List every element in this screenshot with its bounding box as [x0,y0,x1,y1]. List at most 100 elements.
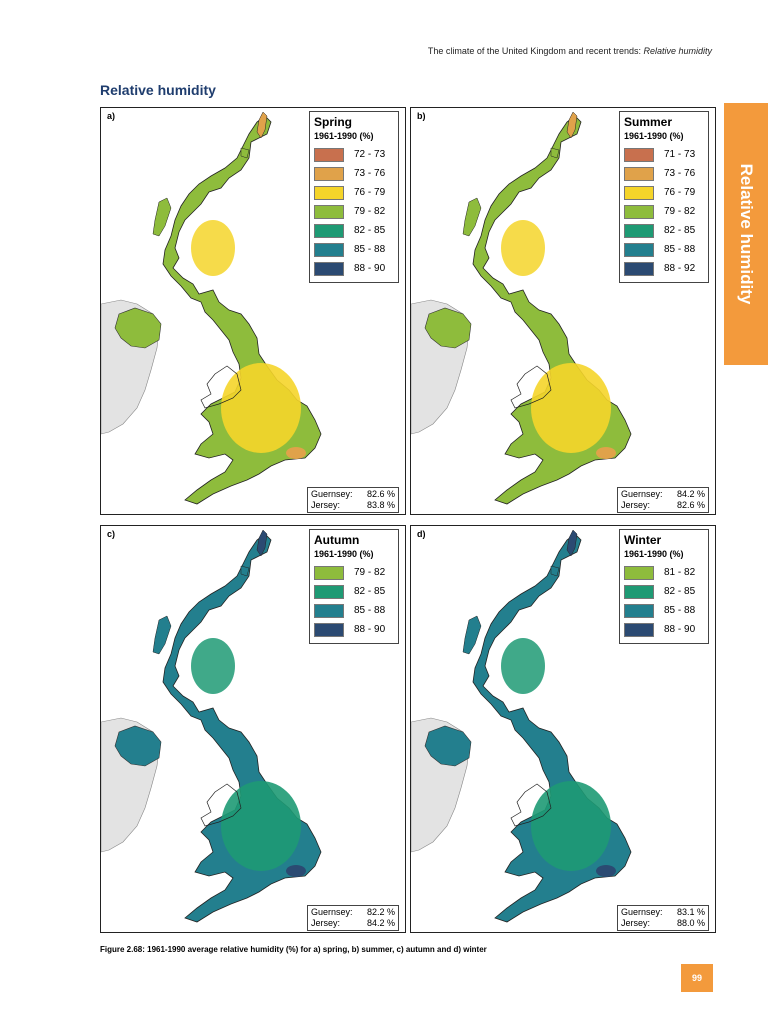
figure-caption: Figure 2.68: 1961-1990 average relative … [100,945,487,954]
legend-range: 88 - 92 [664,263,696,274]
legend-range: 76 - 79 [664,187,696,198]
legend-swatch [314,223,344,238]
guernsey-label: Guernsey: [621,907,663,917]
legend-swatch [314,204,344,219]
legend-row: 88 - 90 [624,620,704,639]
running-header: The climate of the United Kingdom and re… [427,46,712,56]
legend-row: 73 - 76 [314,164,394,183]
legend-range: 73 - 76 [664,168,696,179]
wales-border [200,365,242,409]
legend-swatch [624,204,654,219]
legend-swatch [624,242,654,257]
panel-label: c) [107,529,116,539]
page-number: 99 [681,964,713,992]
legend: Autumn 1961-1990 (%) 79 - 82 82 - 85 85 - 88… [309,529,399,644]
legend-swatch [624,565,654,580]
island-shape [550,565,560,577]
guernsey-label: Guernsey: [311,489,353,499]
legend-season: Spring [314,115,352,129]
legend-row: 88 - 90 [314,259,394,278]
legend-swatch [624,166,654,181]
uk-map [411,529,632,923]
island-shape [256,111,268,139]
map-panel-autumn: c) Autumn 1961-1990 (%) 79 - 82 82 - 85 85 - … [100,525,406,933]
guernsey-value: 84.2 % [676,489,705,499]
legend-range: 71 - 73 [664,149,696,160]
legend-swatch [624,185,654,200]
legend-row: 85 - 88 [314,240,394,259]
channel-islands-values: Guernsey: 82.2 % Jersey: 84.2 % [307,905,399,931]
panel-label: a) [107,111,116,121]
side-tab: Relative humidity [724,103,768,365]
legend-swatch [314,584,344,599]
northern-ireland-shape [424,725,472,767]
legend-range: 82 - 85 [354,586,386,597]
northern-ireland-shape [424,307,472,349]
guernsey-label: Guernsey: [621,489,663,499]
humidity-zone-london [596,447,616,459]
legend-range: 85 - 88 [354,605,386,616]
island-shape [462,615,482,655]
legend-row: 88 - 90 [314,620,394,639]
guernsey-row: Guernsey: 82.2 % [311,907,395,918]
legend-row: 81 - 82 [624,563,704,582]
legend-row: 72 - 73 [314,145,394,164]
legend-swatch [624,223,654,238]
legend-season: Summer [624,115,673,129]
jersey-value: 83.8 % [366,500,395,510]
legend-range: 79 - 82 [664,206,696,217]
legend-row: 82 - 85 [624,221,704,240]
legend-range: 79 - 82 [354,206,386,217]
island-shape [240,565,250,577]
jersey-label: Jersey: [311,500,341,510]
jersey-row: Jersey: 82.6 % [621,500,705,511]
map-panel-winter: d) Winter 1961-1990 (%) 81 - 82 82 - 85 85 - … [410,525,716,933]
legend-period: 1961-1990 (%) [314,549,374,559]
legend-row: 85 - 88 [624,601,704,620]
legend-range: 82 - 85 [664,586,696,597]
legend-swatch [624,261,654,276]
guernsey-row: Guernsey: 83.1 % [621,907,705,918]
legend-row: 76 - 79 [624,183,704,202]
legend-period: 1961-1990 (%) [624,131,684,141]
legend-period: 1961-1990 (%) [624,549,684,559]
legend-swatch [314,622,344,637]
legend-swatch [314,147,344,162]
section-title: Relative humidity [100,82,216,98]
humidity-zone-highlands [191,638,235,694]
legend-row: 79 - 82 [624,202,704,221]
legend-row: 85 - 88 [314,601,394,620]
jersey-value: 84.2 % [366,918,395,928]
channel-islands-values: Guernsey: 82.6 % Jersey: 83.8 % [307,487,399,513]
legend-range: 82 - 85 [664,225,696,236]
wales-border [510,365,552,409]
northern-ireland-shape [114,307,162,349]
legend-range: 82 - 85 [354,225,386,236]
island-shape [152,197,172,237]
legend-range: 81 - 82 [664,567,696,578]
legend-swatch [624,147,654,162]
guernsey-row: Guernsey: 84.2 % [621,489,705,500]
legend-swatch [624,622,654,637]
humidity-zone-central [531,363,611,453]
uk-map [101,111,322,505]
legend-row: 76 - 79 [314,183,394,202]
legend-row: 73 - 76 [624,164,704,183]
jersey-value: 88.0 % [676,918,705,928]
humidity-zone-highlands [191,220,235,276]
humidity-zone-central [221,781,301,871]
legend-row: 82 - 85 [314,582,394,601]
island-shape [240,147,250,159]
legend-season: Winter [624,533,662,547]
legend-row: 71 - 73 [624,145,704,164]
wales-border [510,783,552,827]
guernsey-value: 82.6 % [366,489,395,499]
legend-range: 76 - 79 [354,187,386,198]
legend-range: 85 - 88 [664,244,696,255]
jersey-row: Jersey: 88.0 % [621,918,705,929]
legend-range: 88 - 90 [354,263,386,274]
legend-swatch [624,584,654,599]
legend-range: 73 - 76 [354,168,386,179]
island-shape [256,529,268,557]
northern-ireland-shape [114,725,162,767]
